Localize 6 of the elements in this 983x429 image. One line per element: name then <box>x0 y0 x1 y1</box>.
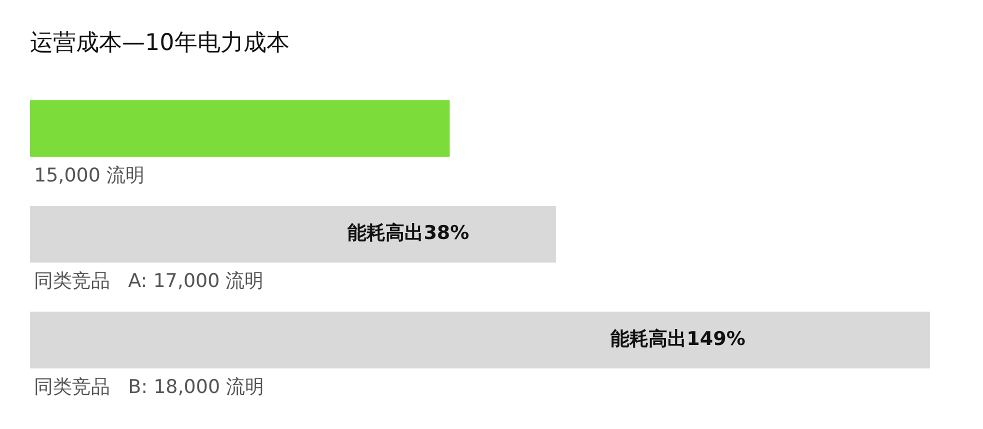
annotation: 能耗高出149% <box>610 328 746 350</box>
y-tick-label: 15,000 流明 <box>34 164 145 186</box>
y-tick-label: 同类竞品 B: 18,000 流明 <box>34 376 264 398</box>
y-tick-label: 同类竞品 A: 17,000 流明 <box>34 270 264 292</box>
annotation: 能耗高出38% <box>348 222 470 244</box>
chart-title: 运营成本—10年电力成本 <box>30 30 290 56</box>
